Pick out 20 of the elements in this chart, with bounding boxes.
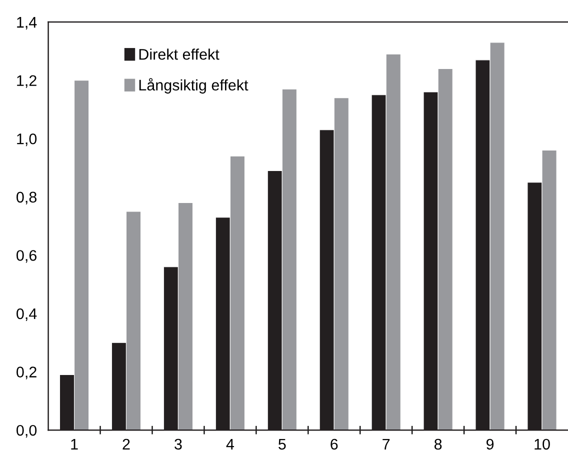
legend-label: Direkt effekt	[139, 48, 220, 60]
y-tick-label: 0,2	[16, 366, 36, 380]
y-tick-label: 0,0	[16, 424, 37, 438]
x-tick-label: 10	[534, 438, 550, 450]
x-tick-label: 6	[330, 438, 338, 450]
x-tick-label: 7	[382, 438, 390, 450]
legend-label: Långsiktig effekt	[139, 78, 248, 94]
x-tick-label: 4	[226, 438, 234, 450]
x-tick-label: 2	[122, 438, 130, 450]
x-tick-label: 1	[71, 438, 78, 450]
y-tick-label: 1,4	[17, 17, 37, 30]
x-tick-label: 5	[278, 438, 286, 450]
x-tick-label: 3	[174, 438, 182, 450]
x-tick-label: 8	[434, 438, 442, 450]
y-tick-label: 1,0	[17, 133, 37, 146]
y-tick-label: 0,8	[16, 192, 37, 204]
x-tick-label: 9	[486, 438, 494, 450]
y-tick-label: 0,6	[16, 250, 36, 263]
y-tick-label: 0,4	[16, 308, 37, 321]
y-tick-label: 1,2	[17, 75, 36, 88]
